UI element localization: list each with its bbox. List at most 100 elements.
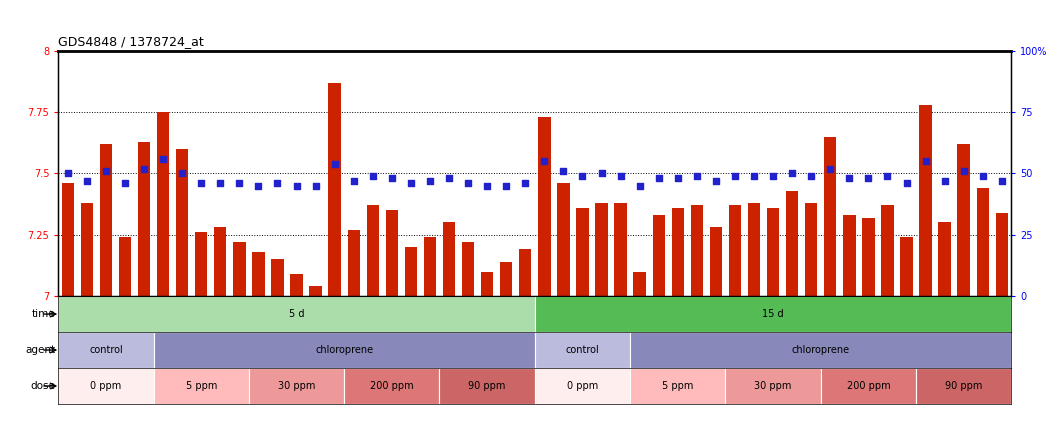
Bar <box>309 286 322 296</box>
Bar <box>519 250 532 296</box>
Point <box>784 170 801 177</box>
Bar <box>538 117 551 296</box>
Bar <box>424 237 436 296</box>
Text: GDS4848 / 1378724_at: GDS4848 / 1378724_at <box>58 35 204 48</box>
Point <box>917 158 934 165</box>
Point <box>612 173 629 179</box>
Point <box>78 177 95 184</box>
Bar <box>900 237 913 296</box>
Text: 200 ppm: 200 ppm <box>370 381 414 391</box>
Bar <box>652 215 665 296</box>
Bar <box>233 242 246 296</box>
Bar <box>61 183 74 296</box>
Bar <box>271 259 284 296</box>
Bar <box>154 368 249 404</box>
Bar <box>824 137 837 296</box>
Point <box>231 180 248 187</box>
Point <box>345 177 362 184</box>
Bar <box>443 222 455 296</box>
Bar <box>462 242 474 296</box>
Point <box>746 173 762 179</box>
Bar <box>535 332 630 368</box>
Text: control: control <box>89 345 123 355</box>
Bar <box>690 205 703 296</box>
Point <box>707 177 724 184</box>
Text: 30 ppm: 30 ppm <box>277 381 316 391</box>
Point <box>155 155 172 162</box>
Bar <box>439 368 535 404</box>
Point <box>383 175 400 182</box>
Point <box>269 180 286 187</box>
Bar <box>821 368 916 404</box>
Text: 30 ppm: 30 ppm <box>754 381 792 391</box>
Bar <box>576 208 589 296</box>
Point <box>441 175 457 182</box>
Bar <box>881 205 894 296</box>
Point <box>212 180 229 187</box>
Point <box>460 180 477 187</box>
Text: 90 ppm: 90 ppm <box>945 381 983 391</box>
Point <box>250 182 267 189</box>
Bar <box>481 272 493 296</box>
Point <box>822 165 839 172</box>
Point <box>955 168 972 174</box>
Text: chloroprene: chloroprene <box>316 345 373 355</box>
Point <box>765 173 782 179</box>
Point <box>136 165 152 172</box>
Point <box>726 173 743 179</box>
Point <box>479 182 496 189</box>
Point <box>402 180 419 187</box>
Bar <box>500 262 513 296</box>
Bar <box>843 215 856 296</box>
Bar <box>557 183 570 296</box>
Bar <box>916 368 1011 404</box>
Point <box>555 168 572 174</box>
Text: agent: agent <box>25 345 55 355</box>
Point <box>993 177 1010 184</box>
Bar <box>385 210 398 296</box>
Bar <box>614 203 627 296</box>
Point <box>974 173 991 179</box>
Bar <box>862 217 875 296</box>
Point <box>574 173 591 179</box>
Bar <box>58 296 535 332</box>
Bar <box>80 203 93 296</box>
Text: control: control <box>566 345 599 355</box>
Bar <box>405 247 417 296</box>
Bar <box>786 191 798 296</box>
Bar <box>535 296 1011 332</box>
Point <box>936 177 953 184</box>
Point <box>59 170 76 177</box>
Text: time: time <box>32 309 55 319</box>
Bar <box>176 149 189 296</box>
Point <box>517 180 534 187</box>
Bar <box>938 222 951 296</box>
Bar <box>710 228 722 296</box>
Point <box>97 168 114 174</box>
Bar <box>249 368 344 404</box>
Bar <box>347 230 360 296</box>
Bar <box>767 208 779 296</box>
Point <box>174 170 191 177</box>
Bar <box>58 332 154 368</box>
Bar <box>100 144 112 296</box>
Text: 200 ppm: 200 ppm <box>846 381 891 391</box>
Text: chloroprene: chloroprene <box>792 345 849 355</box>
Bar <box>328 82 341 296</box>
Bar <box>535 368 630 404</box>
Point <box>288 182 305 189</box>
Point <box>364 173 381 179</box>
Point <box>669 175 686 182</box>
Point <box>650 175 667 182</box>
Bar <box>290 274 303 296</box>
Bar <box>633 272 646 296</box>
Point <box>498 182 515 189</box>
Bar <box>630 368 725 404</box>
Bar <box>919 105 932 296</box>
Text: 0 ppm: 0 ppm <box>567 381 598 391</box>
Bar <box>344 368 439 404</box>
Text: 0 ppm: 0 ppm <box>90 381 122 391</box>
Text: 90 ppm: 90 ppm <box>468 381 506 391</box>
Point <box>593 170 610 177</box>
Point <box>631 182 648 189</box>
